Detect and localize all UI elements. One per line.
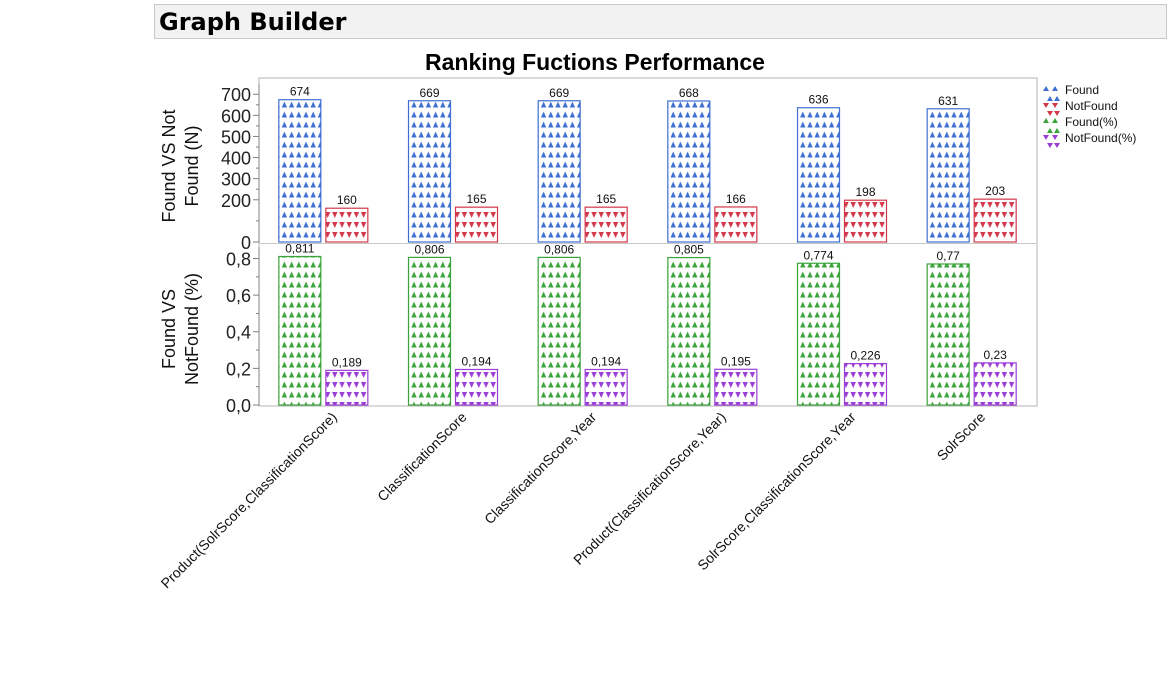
y-axis-title-2: Found VS: [159, 289, 179, 369]
data-label: 0,811: [285, 241, 314, 255]
x-category-label: Product(SolrScore,ClassificationScore): [158, 409, 340, 591]
legend-marker: [1054, 111, 1060, 116]
data-label: 165: [596, 192, 616, 206]
data-label: 631: [938, 94, 958, 108]
y-tick-label: 600: [221, 106, 251, 126]
data-label: 203: [985, 184, 1005, 198]
legend-label: Found(%): [1065, 115, 1118, 129]
data-label: 166: [726, 192, 746, 206]
bar-notfound-3: [584, 368, 628, 406]
legend-marker: [1047, 96, 1053, 101]
legend-marker: [1054, 128, 1060, 133]
legend-marker: [1043, 103, 1049, 108]
bar-notfound-5: [843, 199, 888, 243]
data-label: 198: [855, 185, 875, 199]
y-tick-label: 300: [221, 170, 251, 190]
x-category-label: ClassificationScore,Year: [481, 409, 599, 527]
bar-notfound-5: [843, 363, 888, 406]
y-tick-label: 0,8: [226, 249, 251, 269]
bar-found-3: [537, 256, 581, 406]
legend-marker: [1052, 118, 1058, 123]
data-label: 674: [290, 85, 310, 99]
legend-marker: [1054, 96, 1060, 101]
data-label: 0,77: [936, 249, 960, 263]
bar-notfound-2: [454, 206, 499, 243]
y-tick-label: 0,0: [226, 396, 251, 416]
y-axis-title-1: Found VS Not: [159, 109, 179, 222]
data-label: 669: [419, 86, 439, 100]
legend-marker: [1052, 135, 1058, 140]
y-tick-label: 700: [221, 85, 251, 105]
y-tick-label: 500: [221, 127, 251, 147]
bar-found-6: [926, 108, 970, 243]
chart-title: Ranking Fuctions Performance: [425, 49, 765, 75]
data-label: 165: [466, 192, 486, 206]
bar-found-2: [407, 256, 452, 406]
bar-found-1: [278, 255, 322, 406]
y-tick-label: 0,4: [226, 323, 251, 343]
data-label: 0,226: [850, 349, 880, 363]
legend-marker: [1043, 86, 1049, 91]
bar-notfound-4: [714, 368, 758, 406]
legend-marker: [1043, 135, 1049, 140]
legend-marker: [1052, 103, 1058, 108]
legend-marker: [1047, 143, 1053, 148]
y-tick-label: 0,6: [226, 286, 251, 306]
bar-notfound-6: [973, 198, 1017, 243]
bar-found-4: [667, 100, 711, 243]
legend-label: NotFound: [1065, 99, 1118, 113]
data-label: 0,189: [332, 355, 362, 369]
legend-marker: [1054, 143, 1060, 148]
data-label: 0,194: [461, 354, 491, 368]
bar-notfound-1: [325, 369, 369, 406]
graph-builder-header: Graph Builder: [154, 4, 1167, 39]
legend-item: Found: [1043, 83, 1099, 101]
y-axis-title-2: NotFound (%): [182, 273, 202, 385]
y-tick-label: 0,2: [226, 359, 251, 379]
bar-notfound-1: [325, 207, 369, 243]
data-label: 669: [549, 86, 569, 100]
x-category-label: ClassificationScore: [374, 409, 470, 505]
data-label: 0,805: [674, 243, 704, 257]
legend-marker: [1052, 86, 1058, 91]
legend-label: NotFound(%): [1065, 131, 1136, 145]
data-label: 0,194: [591, 354, 621, 368]
y-tick-label: 200: [221, 191, 251, 211]
bar-found-5: [796, 262, 841, 406]
data-label: 0,806: [414, 242, 444, 256]
bar-notfound-6: [973, 362, 1017, 406]
window-title: Graph Builder: [159, 8, 347, 36]
legend-item: Found(%): [1043, 115, 1118, 133]
bar-found-2: [407, 100, 452, 243]
bar-found-4: [667, 256, 711, 406]
bar-found-5: [796, 107, 841, 243]
bar-notfound-3: [584, 206, 628, 243]
data-label: 0,806: [544, 242, 574, 256]
data-label: 160: [337, 193, 357, 207]
legend-marker: [1043, 118, 1049, 123]
y-tick-label: 0: [241, 233, 251, 253]
legend-marker: [1047, 111, 1053, 116]
bar-notfound-2: [454, 368, 499, 406]
legend-item: NotFound(%): [1043, 131, 1136, 148]
plot-frame: [258, 77, 1038, 407]
legend-label: Found: [1065, 83, 1099, 97]
data-label: 668: [679, 86, 699, 100]
bar-found-3: [537, 100, 581, 243]
data-label: 0,23: [983, 348, 1007, 362]
y-axis-title-1: Found (N): [182, 125, 202, 206]
legend-item: NotFound: [1043, 99, 1118, 116]
x-category-label: SolrScore,ClassificationScore,Year: [694, 409, 859, 574]
data-label: 636: [808, 93, 828, 107]
x-category-label: SolrScore: [934, 409, 989, 464]
data-label: 0,195: [721, 354, 751, 368]
x-category-label: Product(ClassificationScore,Year): [570, 409, 729, 568]
y-tick-label: 400: [221, 149, 251, 169]
data-label: 0,774: [803, 248, 833, 262]
bar-notfound-4: [714, 206, 758, 243]
bar-found-1: [278, 99, 322, 243]
legend-marker: [1047, 128, 1053, 133]
bar-found-6: [926, 263, 970, 406]
